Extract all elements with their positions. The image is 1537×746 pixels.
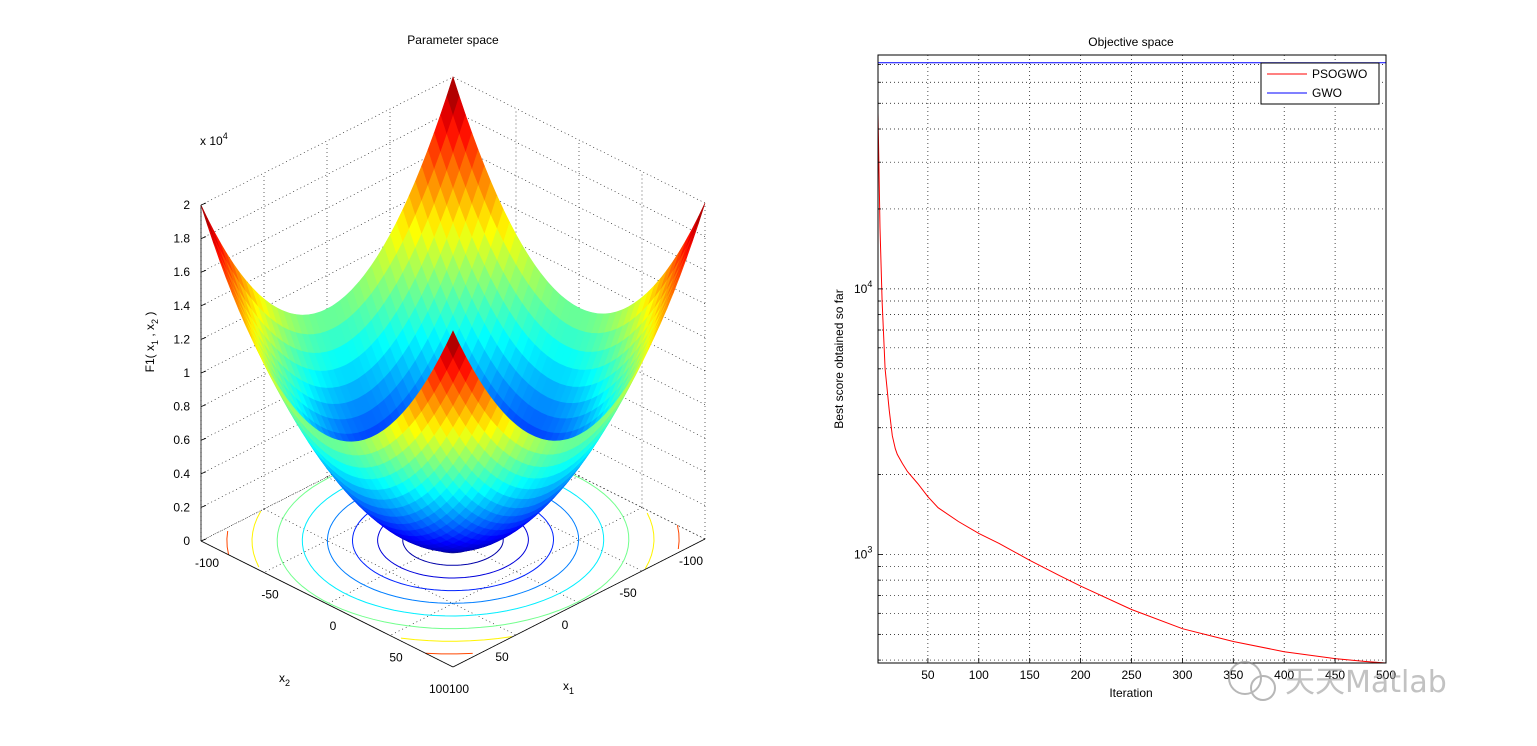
surface-patch xyxy=(685,216,699,249)
contour-line xyxy=(400,636,512,642)
x-tick-label: 150 xyxy=(1020,668,1040,682)
x2-axis-label: x2 xyxy=(279,671,290,688)
x1-axis-line xyxy=(200,540,454,668)
x-tick-label: 200 xyxy=(1071,668,1091,682)
series-line-psogwo xyxy=(877,112,1387,664)
contour-line xyxy=(676,525,680,550)
contour-line xyxy=(644,512,655,570)
z-tick-label: 2 xyxy=(183,198,190,212)
x1-axis-label: x1 xyxy=(563,679,574,696)
surface-patch xyxy=(446,330,460,359)
z-tick-label: 1.2 xyxy=(173,332,190,346)
surface-axes xyxy=(200,202,706,668)
x2-axis-line xyxy=(452,538,706,668)
grid-line-floor-x2 xyxy=(263,508,517,636)
surface-title: Parameter space xyxy=(407,33,499,47)
x1-tick-label: 0 xyxy=(330,619,337,633)
surface-patch xyxy=(207,218,221,251)
x2-tick-label: 0 xyxy=(562,618,569,632)
surface-tick-labels: 0 0.2 0.4 0.6 0.8 1 1.2 1.4 1.6 1.8 2 -100 -50 0 50 100… xyxy=(173,198,703,696)
watermark: 天天Matlab xyxy=(1228,661,1447,701)
z-tick-label: 0.4 xyxy=(173,467,190,481)
wechat-icon-bubble xyxy=(1250,675,1276,701)
x2-tick-label: 50 xyxy=(495,650,509,664)
z-tick-label: 0.6 xyxy=(173,433,190,447)
convergence-plot: Objective space 50 100 150 200 250 300 350 400 4… xyxy=(832,35,1396,700)
x2-tick-label: -100 xyxy=(679,554,703,568)
x2-tick-label: 100 xyxy=(429,682,449,696)
x-tick-label: 100 xyxy=(969,668,989,682)
x-tick-label: 350 xyxy=(1223,668,1243,682)
x-tick-label: 500 xyxy=(1376,668,1396,682)
x-tick-label: 50 xyxy=(921,668,935,682)
y-tick-label: 104 xyxy=(854,279,872,296)
x1-tick-label: -50 xyxy=(261,588,279,602)
z-tick-mark xyxy=(200,538,207,542)
y-axis-label: Best score obtained so far xyxy=(832,289,846,428)
surface-patch xyxy=(692,202,706,236)
z-tick-mark xyxy=(200,370,207,374)
z-tick-mark xyxy=(200,202,207,206)
x-tick-label: 450 xyxy=(1325,668,1345,682)
x-axis-label: Iteration xyxy=(1109,686,1152,700)
z-tick-mark xyxy=(200,404,207,407)
legend-label-gwo: GWO xyxy=(1312,86,1342,100)
z-tick-mark xyxy=(200,269,207,273)
plot-grid xyxy=(878,55,1387,663)
x1-tick-label: 50 xyxy=(389,651,403,665)
z-tick-mark xyxy=(200,236,207,239)
legend-label-psogwo: PSOGWO xyxy=(1312,67,1367,81)
z-axis-label: F1( x1 , x2 ) xyxy=(143,312,160,373)
surface-mesh xyxy=(200,76,706,553)
plot-series xyxy=(877,62,1387,664)
z-tick-mark xyxy=(200,337,207,340)
contour-line xyxy=(276,450,630,630)
z-tick-label: 1 xyxy=(183,366,190,380)
z-tick-label: 1.6 xyxy=(173,265,190,279)
z-tick-mark xyxy=(200,437,207,441)
z-tick-mark xyxy=(200,505,207,508)
x-tick-label: 300 xyxy=(1172,668,1192,682)
legend: PSOGWO GWO xyxy=(1260,62,1380,105)
z-tick-label: 0.8 xyxy=(173,400,190,414)
watermark-text: 天天Matlab xyxy=(1285,665,1447,700)
contour-line xyxy=(226,530,230,555)
z-tick-label: 1.8 xyxy=(173,232,190,246)
x1-tick-label: 100 xyxy=(449,682,469,696)
legend-box xyxy=(1260,62,1380,105)
plot-title: Objective space xyxy=(1088,35,1174,49)
z-tick-label: 0.2 xyxy=(173,500,190,514)
contour-line xyxy=(251,510,262,568)
z-exponent-label: x 104 xyxy=(200,131,228,148)
x1-tick-label: -100 xyxy=(195,556,219,570)
x-tick-label: 250 xyxy=(1121,668,1141,682)
plot-frame xyxy=(877,54,1387,664)
wechat-icon xyxy=(1228,661,1262,695)
y-tick-label: 103 xyxy=(854,544,872,561)
z-tick-mark xyxy=(200,471,207,475)
contour-line xyxy=(425,652,473,655)
z-tick-mark xyxy=(200,303,207,307)
x-tick-label: 400 xyxy=(1274,668,1294,682)
z-tick-label: 0 xyxy=(183,534,190,548)
plot-ticks: 50 100 150 200 250 300 350 400 450 500 103 104 xyxy=(854,64,1396,682)
surface-patch xyxy=(200,204,214,238)
surface-plot: Parameter space 0 0.2 0.4 0.6 0.8 1 1.2 1.4 1.6 1… xyxy=(143,33,706,696)
x2-tick-label: -50 xyxy=(619,586,637,600)
z-tick-label: 1.4 xyxy=(173,299,190,313)
